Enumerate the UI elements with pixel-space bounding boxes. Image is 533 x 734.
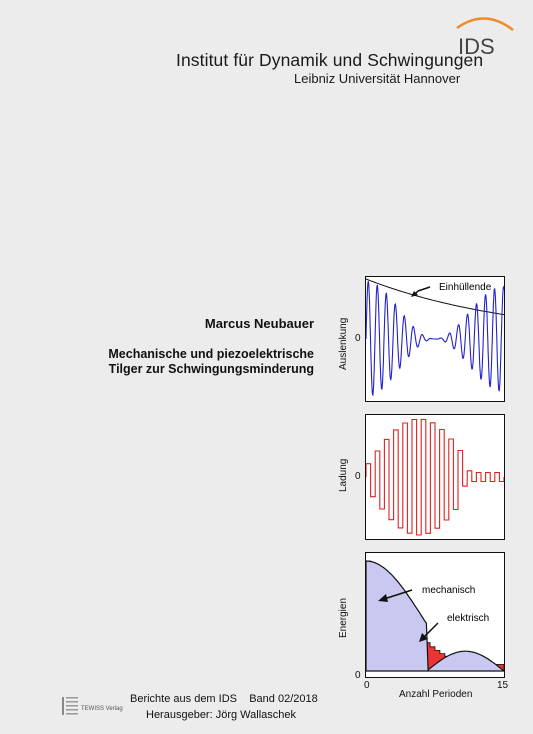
mech-arrowhead [378, 594, 388, 602]
chart3-y-zero-tick: 0 [355, 670, 361, 681]
chart3-x-end-tick: 15 [497, 680, 509, 691]
editor-info: Herausgeber: Jörg Wallaschek [146, 709, 296, 721]
envelope-arrowhead [411, 291, 418, 297]
envelope-arrow-shaft [417, 286, 431, 292]
elec-arrowhead [419, 633, 428, 642]
book-title-line1: Mechanische und piezoelektrische [108, 347, 314, 361]
chart2-svg [366, 418, 504, 536]
series-info: Berichte aus dem IDS Band 02/2018 [130, 693, 318, 705]
chart3-x-start-tick: 0 [364, 680, 370, 691]
envelope-label: Einhüllende [439, 282, 492, 293]
chart2-zero-tick: 0 [355, 471, 361, 482]
chart1-ylabel: Auslenkung [338, 317, 349, 370]
envelope-curve [366, 278, 504, 316]
ids-logo-text: IDS [458, 34, 495, 58]
chart3-svg: mechanisch elektrisch [366, 560, 504, 672]
chart3-ylabel: Energien [338, 597, 349, 638]
deflection-series [366, 280, 504, 396]
electrical-energy-area [366, 560, 504, 672]
charge-series [366, 418, 504, 536]
ids-logo: IDS [456, 17, 514, 58]
elec-arrow [423, 622, 439, 638]
book-title-line2: Tilger zur Schwingungsminderung [108, 362, 314, 376]
chart3-xlabel: Anzahl Perioden [399, 689, 473, 700]
mech-label: mechanisch [422, 585, 475, 596]
chart2-ylabel: Ladung [338, 458, 349, 492]
mech-arrow [383, 589, 413, 600]
chart-energien: mechanisch elektrisch [365, 552, 505, 678]
chart1-svg: Einhüllende [366, 278, 504, 396]
chart1-zero-tick: 0 [355, 333, 361, 344]
publisher-name: TEWISS Verlag [81, 706, 123, 712]
chart-ladung [365, 414, 505, 540]
university-name: Leibniz Universität Hannover [294, 71, 461, 86]
chart-auslenkung: Einhüllende [365, 276, 505, 402]
publisher-logo [62, 697, 78, 715]
author-name: Marcus Neubauer [204, 316, 314, 331]
elec-label: elektrisch [447, 613, 489, 624]
institute-name: Institut für Dynamik und Schwingungen [176, 50, 484, 70]
